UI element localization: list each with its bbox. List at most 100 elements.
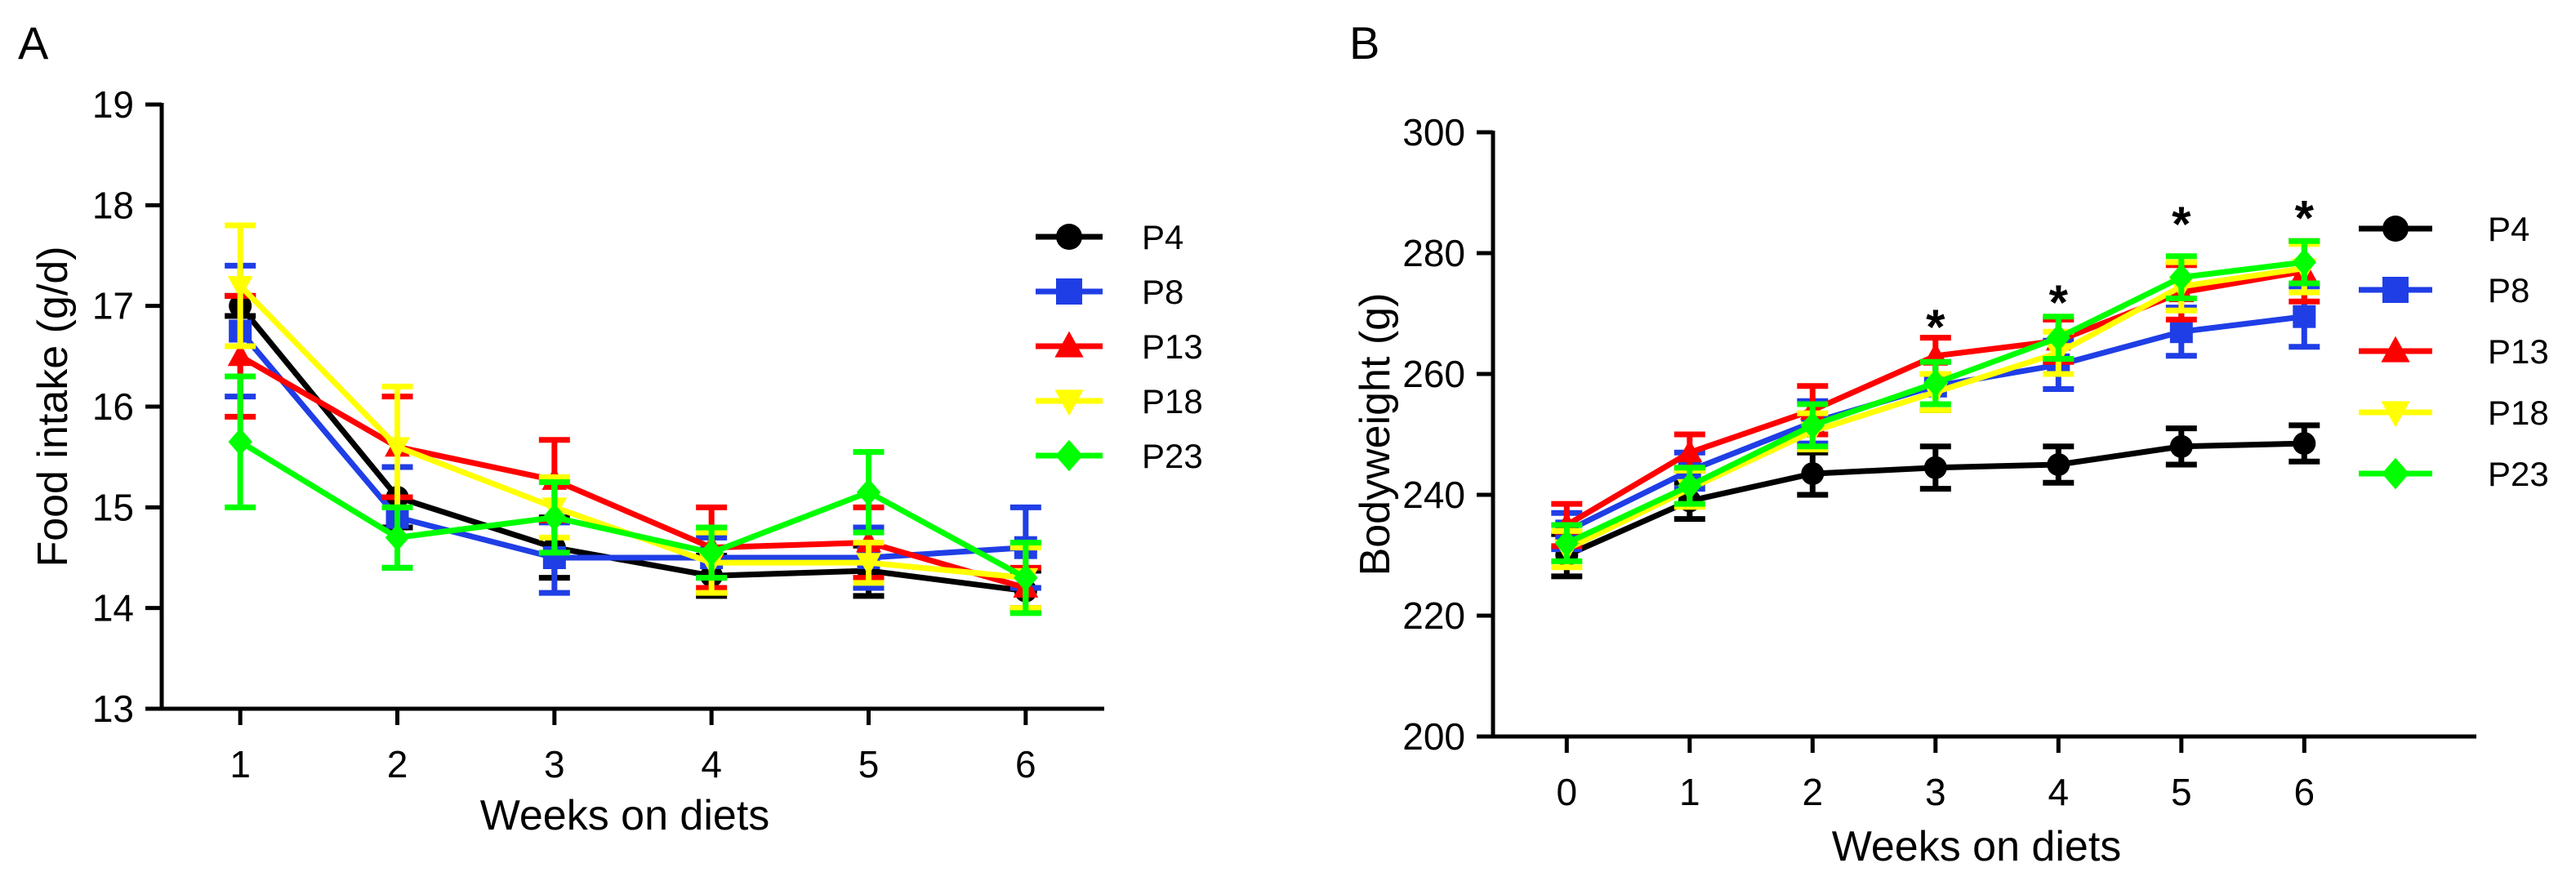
- data-point: [1801, 462, 1825, 486]
- legend-marker: [1056, 278, 1082, 305]
- legend-item: P13: [2359, 332, 2549, 371]
- legend-label: P18: [2488, 394, 2549, 432]
- legend-marker: [2382, 277, 2409, 303]
- panel-label: A: [18, 17, 49, 69]
- legend-item: P18: [1036, 382, 1203, 421]
- series-p4: [225, 292, 1041, 614]
- legend-marker: [2381, 401, 2410, 428]
- legend-item: P4: [2359, 210, 2529, 248]
- x-axis-title: Weeks on diets: [480, 792, 770, 839]
- x-tick-label: 4: [2048, 771, 2070, 813]
- y-axis-title: Food intake (g/d): [29, 246, 77, 567]
- data-point: [1923, 369, 1948, 397]
- data-point: [2169, 434, 2193, 458]
- legend-item: P8: [2359, 271, 2529, 309]
- x-tick-label: 5: [858, 743, 880, 785]
- significance-star: *: [1926, 300, 1945, 354]
- x-tick-label: 2: [387, 743, 408, 785]
- y-tick-label: 19: [92, 83, 134, 126]
- data-point: [1014, 563, 1038, 592]
- data-point: [1678, 472, 1702, 500]
- panel-label: B: [1349, 17, 1379, 69]
- x-tick-label: 2: [1803, 771, 1824, 813]
- data-point: [2169, 263, 2194, 291]
- series-line: [238, 329, 1027, 561]
- y-axis-title: Bodyweight (g): [1352, 293, 1399, 576]
- series-p8: [225, 262, 1041, 596]
- data-point: [2047, 453, 2070, 476]
- data-point: [228, 428, 252, 456]
- legend-label: P23: [1142, 437, 1203, 475]
- data-point: [856, 553, 881, 576]
- data-point: [2292, 248, 2316, 276]
- x-tick-label: 1: [1679, 771, 1700, 813]
- y-tick-label: 280: [1402, 232, 1465, 274]
- data-point: [2046, 323, 2070, 352]
- y-tick-label: 13: [92, 688, 134, 730]
- x-tick-label: 4: [701, 743, 722, 785]
- data-point: [2293, 432, 2316, 456]
- x-tick-label: 6: [1015, 743, 1036, 785]
- legend-label: P8: [2488, 271, 2529, 309]
- x-axis-title: Weeks on diets: [1832, 823, 2122, 870]
- data-point: [1554, 529, 1579, 557]
- significance-star: *: [2295, 191, 2315, 246]
- series-line: [238, 354, 1027, 591]
- legend-marker: [1054, 331, 1084, 358]
- panel-a-chart: A 13 14 15 16 17 18 19 1 2 3 4 5 6 Weeks on diets Food …: [18, 17, 1203, 839]
- legend-item: P23: [2359, 455, 2549, 493]
- y-tick-label: 260: [1402, 353, 1465, 395]
- panel-b-chart: B 200 220 240 260 280 300 0 1 2 3 4 5 6 Weeks on diets…: [1349, 17, 2549, 870]
- legend-marker: [1055, 439, 1083, 472]
- y-tick-label: 17: [92, 285, 134, 327]
- data-point: [2293, 305, 2316, 328]
- y-tick-label: 14: [92, 587, 134, 630]
- legend-marker: [1054, 389, 1084, 416]
- x-tick-label: 5: [2171, 771, 2192, 813]
- legend-item: P4: [1036, 218, 1183, 256]
- y-tick-label: 15: [92, 486, 134, 528]
- data-point: [856, 478, 881, 506]
- legend-item: P23: [1036, 437, 1203, 475]
- series-p23: [1551, 238, 2320, 564]
- legend-label: P4: [1142, 218, 1183, 256]
- legend-marker: [1056, 224, 1082, 250]
- data-point: [542, 503, 567, 532]
- y-tick-label: 16: [92, 385, 134, 428]
- data-point: [385, 437, 410, 461]
- significance-star: *: [2172, 197, 2191, 251]
- data-point: [1677, 439, 1703, 463]
- y-tick-label: 300: [1402, 111, 1465, 154]
- data-point: [699, 539, 724, 567]
- legend-marker: [2382, 457, 2409, 490]
- data-point: [2169, 320, 2193, 344]
- legend-label: P23: [2488, 455, 2549, 493]
- x-tick-label: 6: [2294, 771, 2315, 813]
- x-tick-label: 0: [1557, 771, 1578, 813]
- x-tick-label: 3: [544, 743, 565, 785]
- legend-marker: [2382, 216, 2409, 242]
- series-p23: [225, 373, 1041, 616]
- series-line: [238, 304, 1027, 594]
- legend-item: P8: [1036, 273, 1183, 311]
- legend-label: P4: [2488, 210, 2529, 248]
- legend-label: P13: [2488, 332, 2549, 371]
- legend-label: P18: [1142, 382, 1203, 421]
- legend-label: P8: [1142, 273, 1183, 311]
- data-point: [1923, 456, 1947, 479]
- y-tick-label: 240: [1402, 474, 1465, 516]
- data-point: [227, 343, 253, 367]
- x-tick-label: 1: [230, 743, 251, 785]
- legend-label: P13: [1142, 327, 1203, 366]
- x-tick-label: 3: [1925, 771, 1946, 813]
- y-tick-label: 18: [92, 184, 134, 226]
- y-tick-label: 220: [1402, 594, 1465, 637]
- legend-marker: [2381, 336, 2410, 363]
- data-point: [227, 276, 253, 300]
- series-line: [238, 439, 1027, 581]
- legend-item: P18: [2359, 394, 2549, 432]
- data-point: [385, 523, 410, 552]
- data-point: [1800, 412, 1825, 439]
- legend-item: P13: [1036, 327, 1203, 366]
